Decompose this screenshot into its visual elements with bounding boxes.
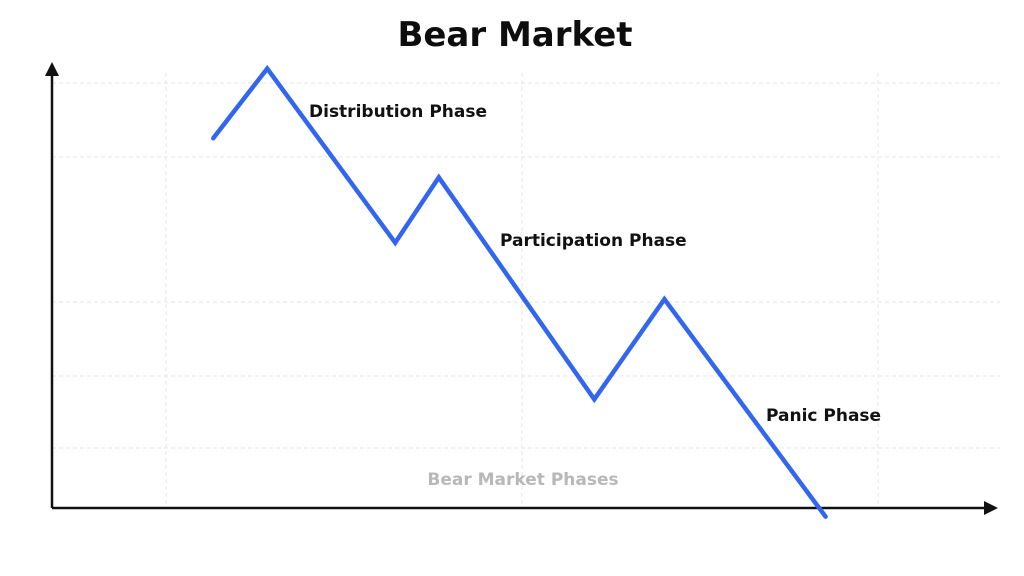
chart-title: Bear Market xyxy=(397,15,632,55)
bear-market-price-line xyxy=(211,64,828,519)
panic-phase-label: Panic Phase xyxy=(766,406,881,426)
price-point-1 xyxy=(265,66,270,71)
price-point-0 xyxy=(211,136,216,141)
distribution-phase-label: Distribution Phase xyxy=(309,102,487,122)
axes xyxy=(45,62,998,515)
price-point-4 xyxy=(592,397,597,402)
price-point-3 xyxy=(436,175,441,180)
grid xyxy=(52,73,1000,508)
y-axis-arrowhead xyxy=(45,62,59,76)
participation-phase-label: Participation Phase xyxy=(500,231,687,251)
price-point-2 xyxy=(393,240,398,245)
price-point-6 xyxy=(823,514,828,519)
price-point-5 xyxy=(662,297,667,302)
price-points xyxy=(211,66,828,519)
x-axis-arrowhead xyxy=(984,501,998,515)
watermark-text: Bear Market Phases xyxy=(427,470,618,490)
